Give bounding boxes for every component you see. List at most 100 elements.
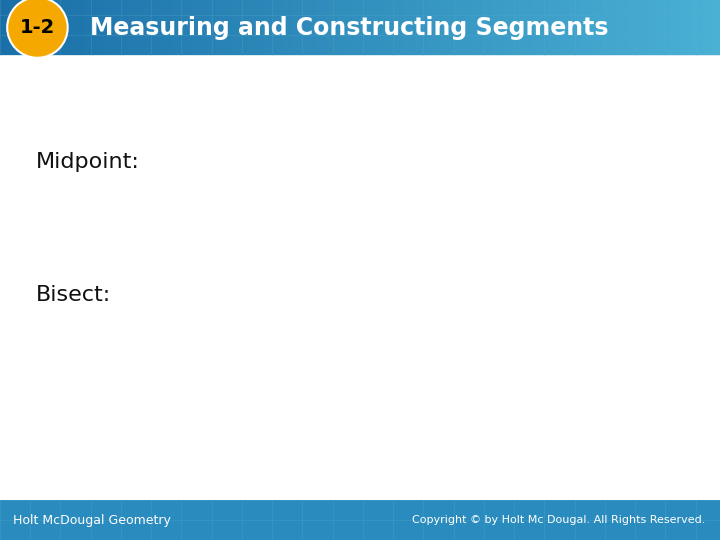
Bar [466,0,468,55]
Bar [396,0,398,55]
Bar [540,0,542,55]
Bar [36,0,38,55]
Bar [182,0,185,55]
Bar [254,0,257,55]
Bar [557,0,559,55]
Bar [684,0,686,55]
Bar [634,0,636,55]
Bar [211,0,214,55]
Bar [70,0,72,55]
Bar [122,0,125,55]
Bar [257,0,259,55]
Bar [221,0,223,55]
Bar [310,0,312,55]
Bar [612,0,614,55]
Bar [715,0,718,55]
Bar [312,0,315,55]
Text: 1-2: 1-2 [20,18,55,37]
Bar [319,0,322,55]
Bar [547,0,549,55]
Bar [574,0,576,55]
Bar [691,0,693,55]
Bar [74,0,77,55]
Bar [569,0,571,55]
Bar [218,0,221,55]
Bar [158,0,161,55]
Bar [516,0,518,55]
Bar [283,0,286,55]
Bar [175,0,178,55]
Bar [389,0,391,55]
Bar [130,0,132,55]
Bar [696,0,698,55]
Bar [614,0,617,55]
Bar [439,0,441,55]
Bar [34,0,36,55]
Bar [103,0,106,55]
Bar [348,0,351,55]
Bar [571,0,574,55]
Bar [269,0,271,55]
Bar [96,0,99,55]
Bar [535,0,538,55]
Bar [495,0,497,55]
Bar [101,0,103,55]
Bar [526,0,528,55]
Bar [343,0,346,55]
Bar [156,0,158,55]
Bar [581,0,583,55]
Bar [290,0,293,55]
Bar [230,0,233,55]
Bar [418,0,420,55]
Bar [189,0,192,55]
Bar [144,0,146,55]
Bar [430,0,432,55]
Bar [14,0,17,55]
Bar [125,0,127,55]
Bar [698,0,701,55]
Bar [238,0,240,55]
Bar [264,0,266,55]
Bar [607,0,610,55]
Bar [43,0,45,55]
Bar [166,0,168,55]
Bar [209,0,211,55]
Bar [5,0,7,55]
Bar [279,0,281,55]
Bar [689,0,691,55]
Bar [413,0,415,55]
Bar [45,0,48,55]
Bar [355,0,358,55]
Bar [662,0,665,55]
Bar [391,0,394,55]
Bar [679,0,682,55]
Bar [538,0,540,55]
Bar [67,0,70,55]
Bar [456,0,459,55]
Bar [677,0,679,55]
Bar [511,0,513,55]
Bar [171,0,173,55]
Bar [351,0,353,55]
Bar [605,0,607,55]
Bar [470,0,473,55]
Bar [624,0,626,55]
Bar [216,0,218,55]
Bar [578,0,581,55]
Bar [531,0,533,55]
Bar [372,0,374,55]
Bar [567,0,569,55]
Bar [240,0,243,55]
Bar [243,0,245,55]
Bar [590,0,593,55]
Bar [58,0,60,55]
Bar [151,0,153,55]
Bar [583,0,585,55]
Bar [286,0,288,55]
Bar [307,0,310,55]
Bar [362,0,365,55]
Bar [106,0,108,55]
Bar [50,0,53,55]
Bar [185,0,187,55]
Bar [513,0,516,55]
